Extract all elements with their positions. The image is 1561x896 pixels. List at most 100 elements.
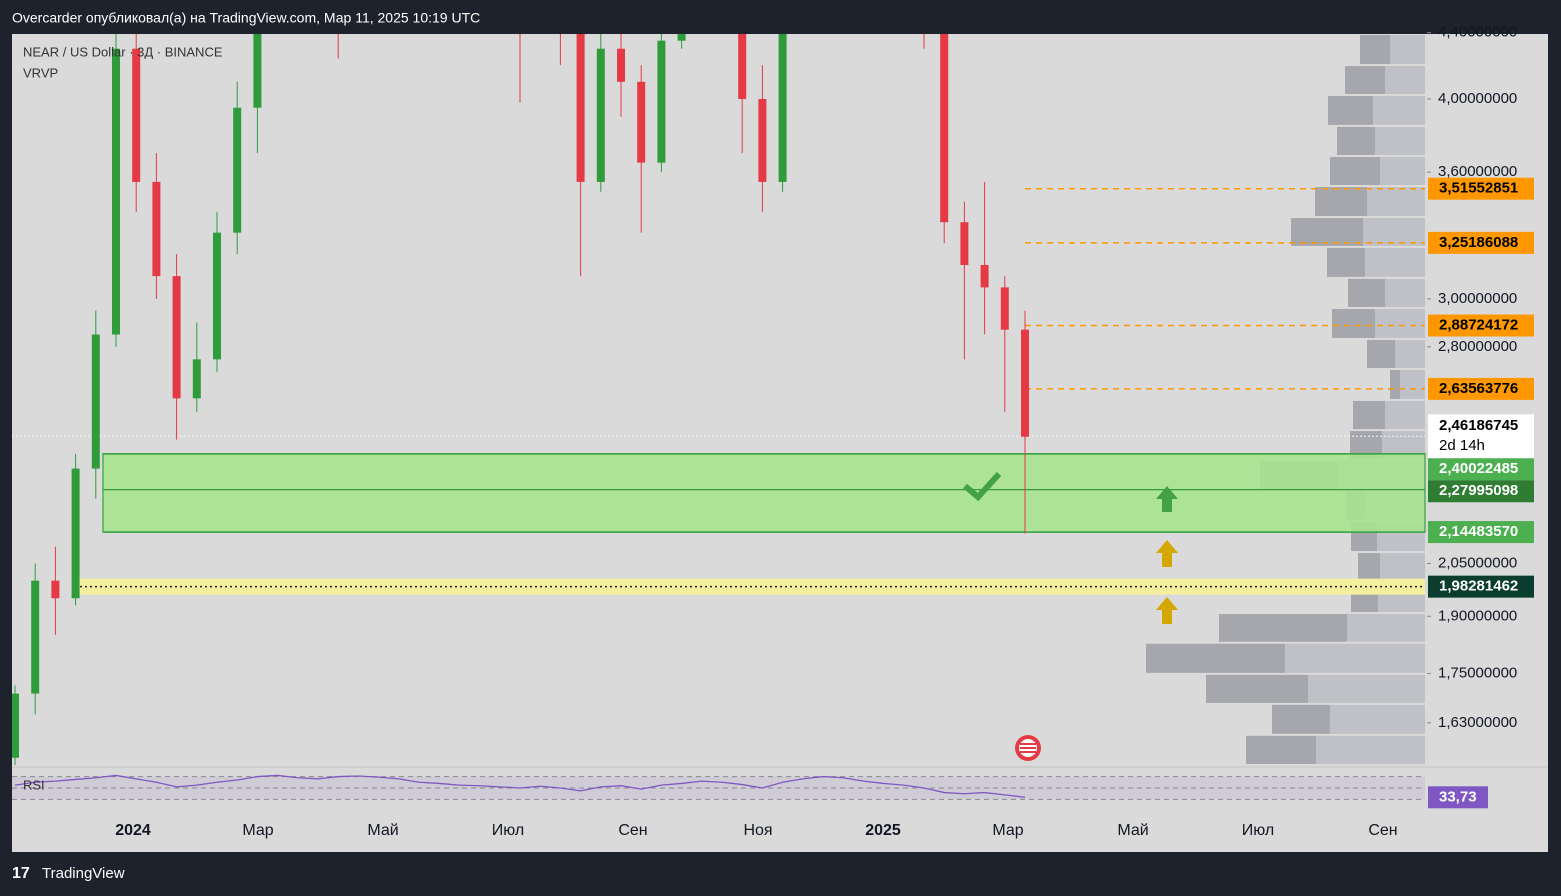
profile-down bbox=[1348, 278, 1385, 307]
x-tick-label: Мар bbox=[242, 822, 273, 839]
candle-body bbox=[12, 693, 19, 758]
level-label-bg bbox=[1428, 231, 1534, 254]
profile-down bbox=[1206, 674, 1308, 703]
profile-up bbox=[1375, 126, 1425, 155]
level-label-bg bbox=[1428, 480, 1534, 503]
level-label: 2,14483570 bbox=[1439, 523, 1518, 540]
x-tick-label: Май bbox=[1117, 822, 1148, 839]
profile-up bbox=[1385, 66, 1425, 94]
candle-body bbox=[192, 359, 201, 399]
profile-up bbox=[1385, 400, 1425, 430]
candle-body bbox=[617, 48, 625, 82]
x-tick-label: Сен bbox=[618, 822, 647, 839]
candle-body bbox=[1021, 329, 1029, 437]
level-label: 1,98281462 bbox=[1439, 578, 1518, 595]
profile-up bbox=[1380, 553, 1425, 582]
rsi-label-bg bbox=[1428, 786, 1488, 809]
x-tick-label: 2024 bbox=[115, 822, 151, 839]
level-label: 2,88724172 bbox=[1439, 316, 1518, 333]
profile-down bbox=[1332, 308, 1375, 338]
y-tick-label: 1,75000000 bbox=[1438, 664, 1517, 681]
x-tick-label: Мар bbox=[992, 822, 1023, 839]
candle-body bbox=[677, 34, 686, 41]
profile-up bbox=[1380, 156, 1425, 186]
candle-body bbox=[940, 34, 949, 223]
candle-body bbox=[960, 222, 969, 265]
profile-down bbox=[1146, 643, 1285, 673]
arrow-up-yellow bbox=[1156, 597, 1178, 624]
candle-body bbox=[1000, 287, 1009, 330]
price-pane bbox=[12, 34, 1426, 765]
candle-body bbox=[657, 40, 666, 163]
x-tick-label: Июл bbox=[1242, 822, 1274, 839]
level-label-bg bbox=[1428, 575, 1534, 598]
support-zone bbox=[102, 453, 1426, 533]
level-label: 3,25186088 bbox=[1439, 234, 1518, 251]
profile-down bbox=[1337, 126, 1375, 155]
profile-up bbox=[1285, 643, 1425, 673]
candle-body bbox=[233, 107, 242, 233]
candle-body bbox=[253, 34, 262, 108]
candle-body bbox=[31, 580, 40, 694]
candle-body bbox=[132, 48, 141, 182]
y-tick-label: 4,40000000 bbox=[1438, 24, 1517, 41]
x-tick-label: Сен bbox=[1368, 822, 1397, 839]
profile-up bbox=[1373, 95, 1425, 125]
x-tick-label: Май bbox=[367, 822, 398, 839]
x-tick-label: Июл bbox=[492, 822, 524, 839]
overlay: 4,40000000 4,00000000 3,60000000 3,00000000… bbox=[115, 24, 1534, 839]
y-tick-label: 4,00000000 bbox=[1438, 90, 1517, 107]
profile-down bbox=[1345, 66, 1385, 94]
profile-down bbox=[1328, 95, 1373, 125]
candle-body bbox=[51, 580, 60, 599]
symbol-title: NEAR / US Dollar · 3Д · BINANCE bbox=[23, 44, 223, 59]
profile-up bbox=[1375, 308, 1425, 338]
profile-down bbox=[1330, 156, 1380, 186]
event-flag-stripes bbox=[1020, 743, 1036, 753]
check-icon bbox=[963, 471, 1002, 502]
candle-body bbox=[758, 98, 767, 182]
profile-up bbox=[1367, 187, 1425, 217]
profile-down bbox=[1327, 247, 1365, 277]
x-tick-label: Ноя bbox=[743, 822, 772, 839]
candle-body bbox=[637, 81, 646, 163]
profile-up bbox=[1400, 370, 1425, 399]
arrow-up-yellow bbox=[1156, 540, 1178, 567]
x-tick-label: 2025 bbox=[865, 822, 901, 839]
y-tick-label: 2,05000000 bbox=[1438, 554, 1517, 571]
level-label-bg bbox=[1428, 377, 1534, 400]
candle-body bbox=[980, 264, 989, 288]
rsi-value-label: 33,73 bbox=[1439, 788, 1477, 805]
profile-up bbox=[1316, 735, 1425, 764]
candle-body bbox=[738, 34, 747, 99]
profile-up bbox=[1365, 247, 1425, 277]
candle-body bbox=[112, 48, 120, 335]
profile-down bbox=[1367, 339, 1395, 369]
header-text: Overcarder опубликовал(а) на TradingView… bbox=[12, 10, 480, 26]
y-tick-label: 2,80000000 bbox=[1438, 338, 1517, 355]
y-tick-label: 1,63000000 bbox=[1438, 714, 1517, 731]
profile-down bbox=[1291, 218, 1363, 246]
level-label-bg bbox=[1428, 177, 1534, 200]
level-label-bg bbox=[1428, 521, 1534, 544]
profile-down bbox=[1246, 735, 1316, 764]
rsi-pane bbox=[12, 774, 1425, 800]
level-label-bg bbox=[1428, 458, 1534, 481]
rsi-name: RSI bbox=[23, 777, 45, 792]
footer-brand: TradingView bbox=[42, 865, 125, 882]
profile-up bbox=[1347, 614, 1425, 642]
level-label: 2,46186745 bbox=[1439, 417, 1518, 434]
profile-down bbox=[1360, 35, 1390, 65]
indicator-name: VRVP bbox=[23, 65, 58, 80]
arrow-up-green bbox=[1156, 486, 1178, 512]
profile-down bbox=[1219, 614, 1347, 642]
profile-down bbox=[1358, 553, 1380, 582]
profile-down bbox=[1353, 400, 1385, 430]
profile-down bbox=[1272, 704, 1330, 734]
profile-up bbox=[1390, 35, 1425, 65]
candle-body bbox=[152, 181, 161, 277]
candle-body bbox=[778, 34, 787, 182]
profile-up bbox=[1308, 674, 1425, 703]
